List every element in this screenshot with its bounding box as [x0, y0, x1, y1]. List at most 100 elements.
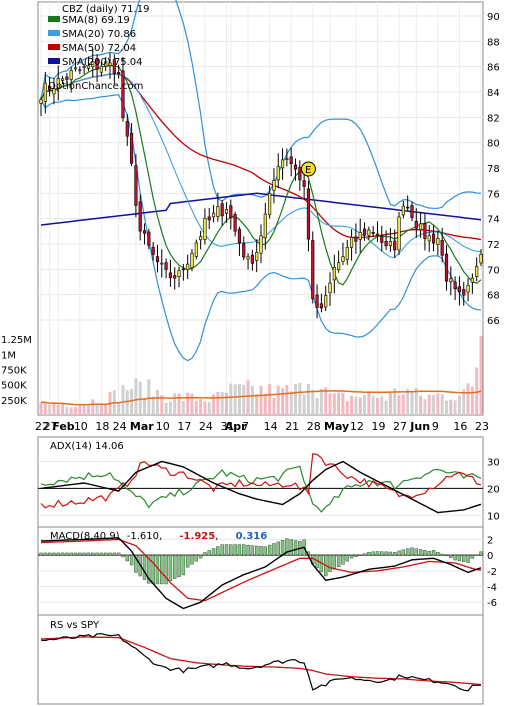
x-tick-label: 18: [95, 420, 109, 433]
volume-bar: [61, 403, 65, 415]
macd-histogram-bar: [237, 544, 242, 556]
volume-bar: [285, 384, 289, 415]
candle-body: [95, 58, 99, 70]
candle-body: [216, 206, 220, 217]
volume-bar: [341, 392, 345, 415]
macd-histogram-bar: [242, 544, 246, 556]
candle-body: [406, 206, 410, 209]
volume-bar: [95, 404, 99, 415]
x-tick-label: 27: [393, 420, 407, 433]
candle-body: [293, 164, 298, 170]
macd-histogram-bar: [375, 551, 380, 556]
candle-body: [328, 282, 332, 293]
candle-body: [246, 256, 250, 260]
volume-bar: [298, 382, 302, 415]
volume-bar: [237, 384, 241, 415]
macd-panel: 2 0 -2 -4 -6 MACD(8,40,9) -1.610, -1.925, 0.…: [37, 526, 497, 616]
candle-body: [82, 66, 86, 68]
candle-body: [470, 277, 474, 283]
legend-swatch: [48, 58, 60, 64]
rs-line: [40, 633, 482, 692]
macd-histogram-bar: [354, 554, 358, 557]
candle-body: [302, 180, 306, 187]
candle-body: [99, 65, 103, 73]
macd-histogram-bar: [52, 552, 56, 556]
candle-body: [306, 188, 311, 240]
macd-tick-label: 0: [487, 551, 493, 562]
volume-bar: [363, 394, 367, 415]
volume-bar: [177, 393, 181, 415]
macd-histogram-bar: [86, 552, 91, 556]
candle-body: [479, 253, 483, 264]
macd-histogram-bar: [393, 551, 397, 556]
volume-bar: [423, 399, 427, 415]
price-tick-label: 78: [487, 164, 500, 175]
legend-swatch: [48, 16, 60, 22]
candle-body: [104, 61, 108, 67]
candle-body: [259, 235, 263, 254]
macd-histogram-bar: [229, 544, 233, 556]
macd-histogram-bar: [78, 552, 82, 556]
volume-bar: [147, 379, 151, 415]
candle-body: [397, 216, 401, 251]
macd-line: [40, 537, 482, 610]
volume-bar: [289, 391, 293, 415]
volume-bar: [91, 399, 95, 415]
volume-bar: [143, 399, 147, 415]
volume-bar: [224, 392, 228, 415]
macd-histogram-bar: [285, 538, 289, 556]
rs-panel: RS vs SPY: [37, 614, 484, 705]
macd-histogram-bar: [410, 547, 414, 556]
macd-histogram-bar: [121, 554, 125, 558]
candle-body: [393, 240, 397, 251]
volume-bar: [311, 389, 315, 415]
volume-bar: [358, 397, 362, 415]
macd-histogram-bar: [431, 550, 436, 556]
macd-histogram-bar: [457, 554, 462, 562]
macd-histogram-bar: [418, 549, 423, 556]
candle-body: [203, 218, 207, 240]
candle-body: [250, 254, 254, 264]
candle-body: [121, 70, 125, 119]
volume-bar: [453, 400, 457, 415]
volume-bar: [263, 393, 267, 415]
volume-bar: [462, 389, 466, 415]
volume-bar: [332, 393, 336, 415]
candle-body: [440, 240, 444, 256]
x-tick-label: 22: [35, 420, 49, 433]
earnings-marker-label: E: [305, 165, 311, 176]
volume-bar: [350, 395, 354, 415]
volume-bar: [190, 393, 194, 415]
volume-bar: [401, 394, 405, 415]
candle-body: [380, 236, 384, 243]
macd-histogram-bar: [470, 554, 475, 559]
candle-body: [414, 220, 418, 229]
macd-histogram-bar: [39, 552, 43, 556]
macd-histogram-bar: [263, 546, 268, 556]
volume-bar: [470, 386, 474, 415]
candle-body: [65, 76, 69, 80]
volume-bar: [268, 383, 272, 415]
macd-histogram-bar: [427, 550, 431, 556]
macd-histogram-bar: [388, 551, 393, 556]
candle-body: [134, 165, 138, 206]
macd-tick-label: -4: [487, 583, 497, 594]
candle-body: [48, 85, 52, 91]
candle-body: [39, 99, 43, 104]
volume-bar: [52, 403, 56, 415]
macd-histogram-bar: [293, 540, 298, 556]
macd-label: MACD(8,40,9) -1.610, -1.925, 0.316: [50, 531, 267, 542]
price-tick-label: 90: [487, 12, 500, 23]
macd-histogram-bar: [414, 548, 418, 556]
volume-bar: [328, 393, 332, 415]
price-tick-label: 86: [487, 63, 500, 74]
candle-body: [345, 247, 349, 260]
macd-histogram-bar: [134, 554, 138, 573]
macd-histogram-bar: [449, 554, 453, 558]
candle-body: [220, 203, 224, 217]
bollinger-lower-band: [40, 93, 482, 362]
volume-tick-label: 1M: [1, 350, 16, 361]
macd-histogram-bar: [177, 554, 181, 578]
volume-bar: [272, 397, 276, 415]
